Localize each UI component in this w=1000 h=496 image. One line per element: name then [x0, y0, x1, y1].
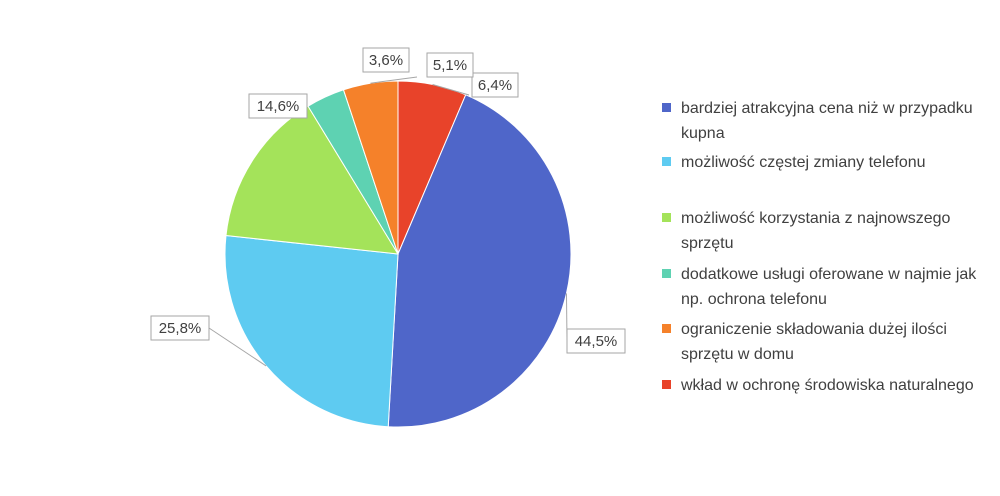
data-label-box — [471, 72, 519, 98]
pie-slice — [224, 235, 399, 428]
data-label-box — [362, 47, 410, 73]
pie-slice — [387, 94, 572, 428]
legend-item: wkład w ochronę środowiska naturalnego — [662, 373, 981, 398]
legend-label: bardziej atrakcyjna cena niż w przypadku… — [681, 100, 973, 142]
data-label: 3,6% — [369, 52, 403, 69]
legend-label: dodatkowe usługi oferowane w najmie jak … — [681, 266, 977, 308]
legend-label: możliwość częstej zmiany telefonu — [681, 154, 926, 171]
data-labels: 6,4% 44,5% 25,8% 14,6% 3,6% 5,1% — [150, 47, 626, 354]
legend-swatch — [662, 103, 671, 112]
legend-swatch — [662, 213, 671, 222]
legend-item: możliwość częstej zmiany telefonu — [662, 150, 981, 175]
legend-item: dodatkowe usługi oferowane w najmie jak … — [662, 262, 981, 312]
legend-item: ograniczenie składowania dużej ilości sp… — [662, 317, 981, 367]
pie-slice — [342, 80, 399, 255]
legend-swatch — [662, 380, 671, 389]
data-label: 6,4% — [478, 77, 512, 94]
data-label: 5,1% — [433, 57, 467, 74]
data-label-box — [426, 52, 474, 78]
legend-item: możliwość korzystania z najnowszego sprz… — [662, 206, 981, 256]
legend-label: możliwość korzystania z najnowszego sprz… — [681, 210, 951, 252]
legend-item: bardziej atrakcyjna cena niż w przypadku… — [662, 96, 981, 146]
legend-label: ograniczenie składowania dużej ilości sp… — [681, 321, 947, 363]
data-label: 25,8% — [159, 320, 202, 337]
data-label: 44,5% — [575, 333, 618, 350]
legend-swatch — [662, 324, 671, 333]
data-label-box — [248, 93, 308, 119]
data-label-box — [566, 328, 626, 354]
legend-swatch — [662, 157, 671, 166]
legend-swatch — [662, 269, 671, 278]
leader-line — [208, 327, 267, 367]
pie-slices — [224, 80, 572, 428]
data-label-box — [150, 315, 210, 341]
leader-line — [370, 76, 418, 84]
legend-label: wkład w ochronę środowiska naturalnego — [681, 377, 974, 394]
data-label: 14,6% — [257, 98, 300, 115]
leader-line — [432, 84, 470, 96]
